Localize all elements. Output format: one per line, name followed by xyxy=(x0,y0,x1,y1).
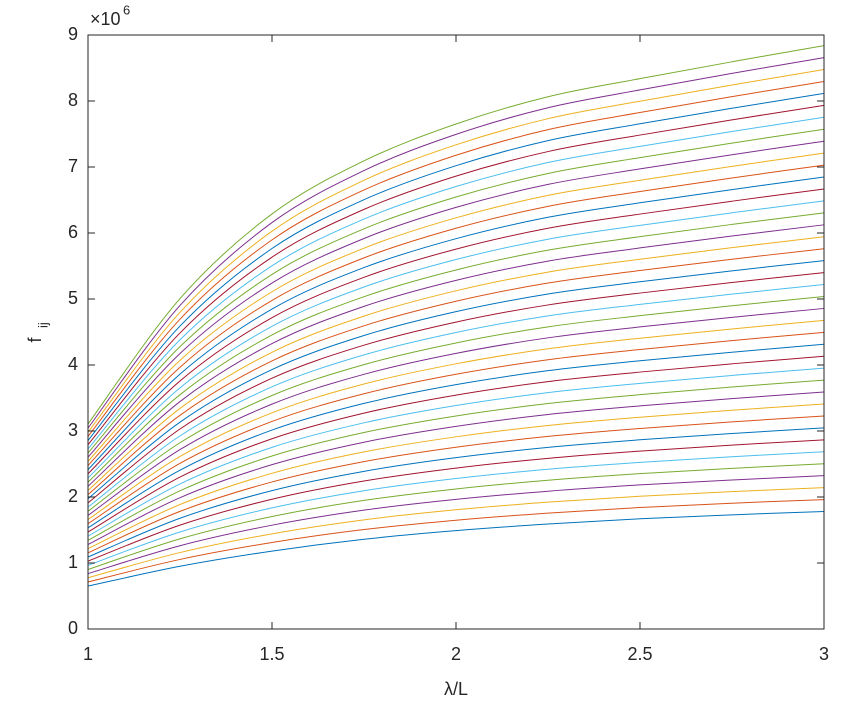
y-multiplier-exponent: 6 xyxy=(123,2,130,17)
y-tick-label: 0 xyxy=(68,618,78,638)
series-line xyxy=(87,355,825,533)
series-line xyxy=(87,499,825,583)
series-line xyxy=(87,200,825,479)
y-tick-label: 7 xyxy=(68,156,78,176)
series-line xyxy=(87,188,825,475)
series-line xyxy=(87,92,825,441)
series-line xyxy=(87,224,825,487)
series-line xyxy=(87,176,825,471)
y-tick-label: 6 xyxy=(68,222,78,242)
series-line xyxy=(87,319,825,520)
series-line xyxy=(87,284,825,508)
plot-lines xyxy=(87,45,825,587)
series-line xyxy=(87,379,825,541)
y-tick-label: 3 xyxy=(68,420,78,440)
series-line xyxy=(87,391,825,545)
series-line xyxy=(87,260,825,500)
series-line xyxy=(87,69,825,433)
y-tick-label: 9 xyxy=(68,24,78,44)
x-tick-label: 2 xyxy=(451,644,461,664)
x-tick-label: 1.5 xyxy=(259,644,284,664)
y-tick-label: 4 xyxy=(68,354,78,374)
series-line xyxy=(87,128,825,454)
series-line xyxy=(87,152,825,462)
series-line xyxy=(87,116,825,450)
x-tick-label: 1 xyxy=(83,644,93,664)
series-line xyxy=(87,427,825,558)
series-line xyxy=(87,57,825,429)
x-axis-label: λ/L xyxy=(444,679,468,699)
series-line xyxy=(87,236,825,491)
series-line xyxy=(87,140,825,458)
series-line xyxy=(87,463,825,570)
x-tick-label: 2.5 xyxy=(627,644,652,664)
series-line xyxy=(87,80,825,437)
y-label-base: f xyxy=(25,337,45,343)
y-multiplier: ×10 xyxy=(90,9,121,29)
series-line xyxy=(87,307,825,516)
series-line xyxy=(87,295,825,512)
series-line xyxy=(87,367,825,537)
series-line xyxy=(87,451,825,566)
series-line xyxy=(87,475,825,575)
series-line xyxy=(87,487,825,579)
x-tick-label: 3 xyxy=(819,644,829,664)
series-line xyxy=(87,403,825,550)
y-tick-label: 2 xyxy=(68,486,78,506)
series-line xyxy=(87,248,825,496)
series-line xyxy=(87,439,825,562)
y-tick-label: 8 xyxy=(68,90,78,110)
y-axis-label: f ij xyxy=(25,322,51,342)
series-line xyxy=(87,104,825,446)
series-line xyxy=(87,212,825,483)
series-line xyxy=(87,343,825,529)
series-line xyxy=(87,511,825,587)
series-line xyxy=(87,272,825,504)
series-line xyxy=(87,164,825,466)
y-label-subscript: ij xyxy=(35,322,50,328)
y-tick-label: 5 xyxy=(68,288,78,308)
series-line xyxy=(87,415,825,554)
series-line xyxy=(87,331,825,525)
series-line xyxy=(87,45,825,425)
y-tick-label: 1 xyxy=(68,552,78,572)
